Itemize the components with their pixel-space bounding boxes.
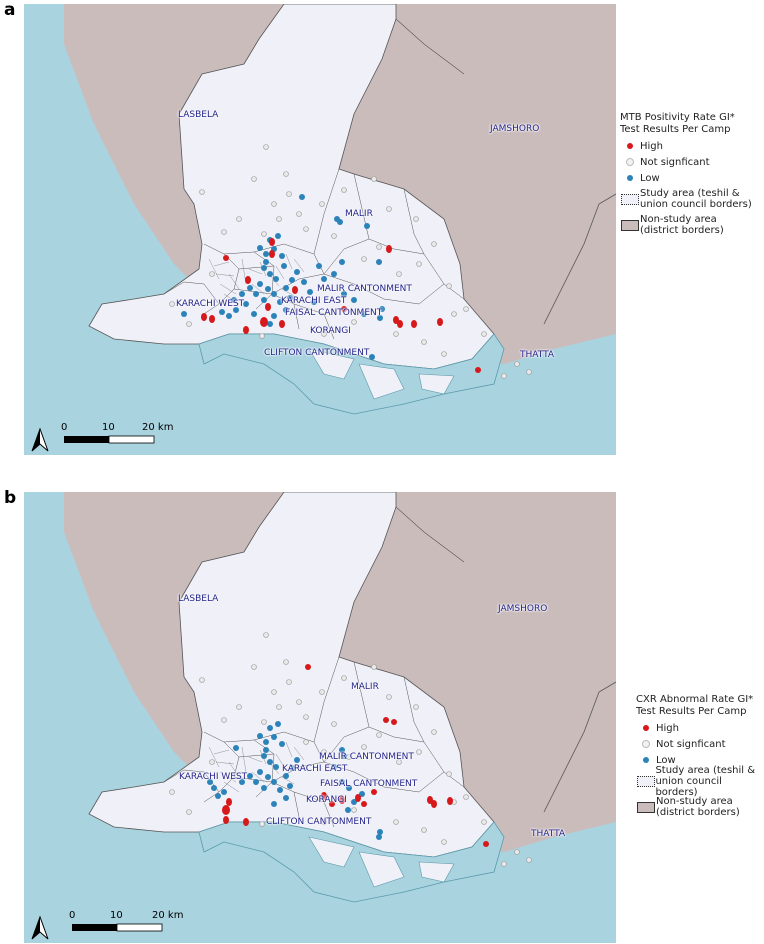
scale-label-20: 20 km xyxy=(152,910,184,921)
place-malir-cantonment: MALIR CANTONMENT xyxy=(317,284,412,294)
creek-islands xyxy=(308,348,455,400)
district-border-north xyxy=(395,18,465,75)
panel-a-map-graphic xyxy=(24,4,616,455)
union-council-borders xyxy=(163,656,465,828)
legend-row-nonstudy: Non-study area (district borders) xyxy=(636,794,764,820)
place-malir: MALIR xyxy=(345,209,373,219)
coast-creeks xyxy=(198,333,505,415)
place-thatta: THATTA xyxy=(531,829,566,839)
legend-title-line2: Test Results Per Camp xyxy=(636,706,747,717)
place-korangi: KORANGI xyxy=(306,795,347,805)
points-high xyxy=(201,238,481,373)
scale-label-0: 0 xyxy=(69,910,76,921)
legend-row-low: Low xyxy=(636,752,764,768)
panel-b-map[interactable]: LASBELA JAMSHORO MALIR MALIR CANTONMENT … xyxy=(24,492,616,943)
scale-label-10: 10 xyxy=(110,910,123,921)
place-lasbela: LASBELA xyxy=(178,110,219,120)
scale-label-10: 10 xyxy=(102,422,115,433)
scale-bar-white xyxy=(108,435,155,444)
legend-ns-swatch xyxy=(642,740,650,748)
points-not-significant xyxy=(169,144,532,379)
legend-high-swatch xyxy=(627,143,633,149)
creek-islands xyxy=(308,836,455,888)
district-border-east xyxy=(543,193,616,325)
points-high xyxy=(222,664,489,847)
legend-row-high: High xyxy=(636,720,764,736)
scale-label-20: 20 km xyxy=(142,422,174,433)
place-jamshoro: JAMSHORO xyxy=(498,604,548,614)
legend-row-not-significant: Not signficant xyxy=(620,154,752,170)
place-lasbela: LASBELA xyxy=(178,594,219,604)
legend-study-swatch xyxy=(621,193,639,205)
place-faisal-cantonment: FAISAL CANTONMENT xyxy=(285,308,383,318)
legend-low-swatch xyxy=(643,757,649,763)
district-border-east xyxy=(543,681,616,813)
legend-title-line1: MTB Positivity Rate GI* xyxy=(620,112,735,123)
legend-nonstudy-swatch xyxy=(621,219,639,231)
place-karachi-east: KARACHI EAST xyxy=(281,296,347,306)
legend-row-low: Low xyxy=(620,170,752,186)
points-not-significant xyxy=(169,632,532,867)
scale-bar-black xyxy=(72,924,117,931)
place-malir-cantonment: MALIR CANTONMENT xyxy=(319,752,414,762)
scale-bar-white xyxy=(116,923,163,932)
legend-low-swatch xyxy=(627,175,633,181)
legend-row-study: Study area (teshil & union council border… xyxy=(636,765,764,798)
place-karachi-west: KARACHI WEST xyxy=(179,772,248,782)
coast-creeks xyxy=(198,821,505,903)
place-karachi-west: KARACHI WEST xyxy=(176,299,245,309)
legend-study-swatch xyxy=(636,775,655,787)
scale-bar-black xyxy=(64,436,109,443)
place-korangi: KORANGI xyxy=(310,326,351,336)
panel-a-legend: MTB Positivity Rate GI* Test Results Per… xyxy=(620,112,752,238)
legend-row-nonstudy: Non-study area (district borders) xyxy=(620,212,752,238)
place-clifton-cantonment: CLIFTON CANTONMENT xyxy=(266,817,372,827)
legend-ns-swatch xyxy=(626,158,634,166)
place-clifton-cantonment: CLIFTON CANTONMENT xyxy=(264,348,370,358)
place-faisal-cantonment: FAISAL CANTONMENT xyxy=(320,779,418,789)
place-malir: MALIR xyxy=(351,682,379,692)
legend-title-line1: CXR Abnormal Rate GI* xyxy=(636,694,754,705)
legend-title-line2: Test Results Per Camp xyxy=(620,124,731,135)
panel-b-legend: CXR Abnormal Rate GI* Test Results Per C… xyxy=(636,694,764,820)
panel-a-label: a xyxy=(4,0,16,20)
scale-label-0: 0 xyxy=(61,422,68,433)
district-border-north xyxy=(395,506,465,563)
legend-row-not-significant: Not signficant xyxy=(636,736,764,752)
points-low xyxy=(207,721,383,840)
legend-high-swatch xyxy=(643,725,649,731)
legend-row-high: High xyxy=(620,138,752,154)
legend-row-study: Study area (teshil & union council border… xyxy=(620,186,752,212)
place-thatta: THATTA xyxy=(520,350,555,360)
legend-nonstudy-swatch xyxy=(637,801,655,813)
place-karachi-east: KARACHI EAST xyxy=(282,764,348,774)
panel-a-map[interactable]: LASBELA JAMSHORO MALIR MALIR CANTONMENT … xyxy=(24,4,616,455)
place-jamshoro: JAMSHORO xyxy=(490,124,540,134)
panel-b-label: b xyxy=(4,488,17,508)
panel-b-map-graphic xyxy=(24,492,616,943)
